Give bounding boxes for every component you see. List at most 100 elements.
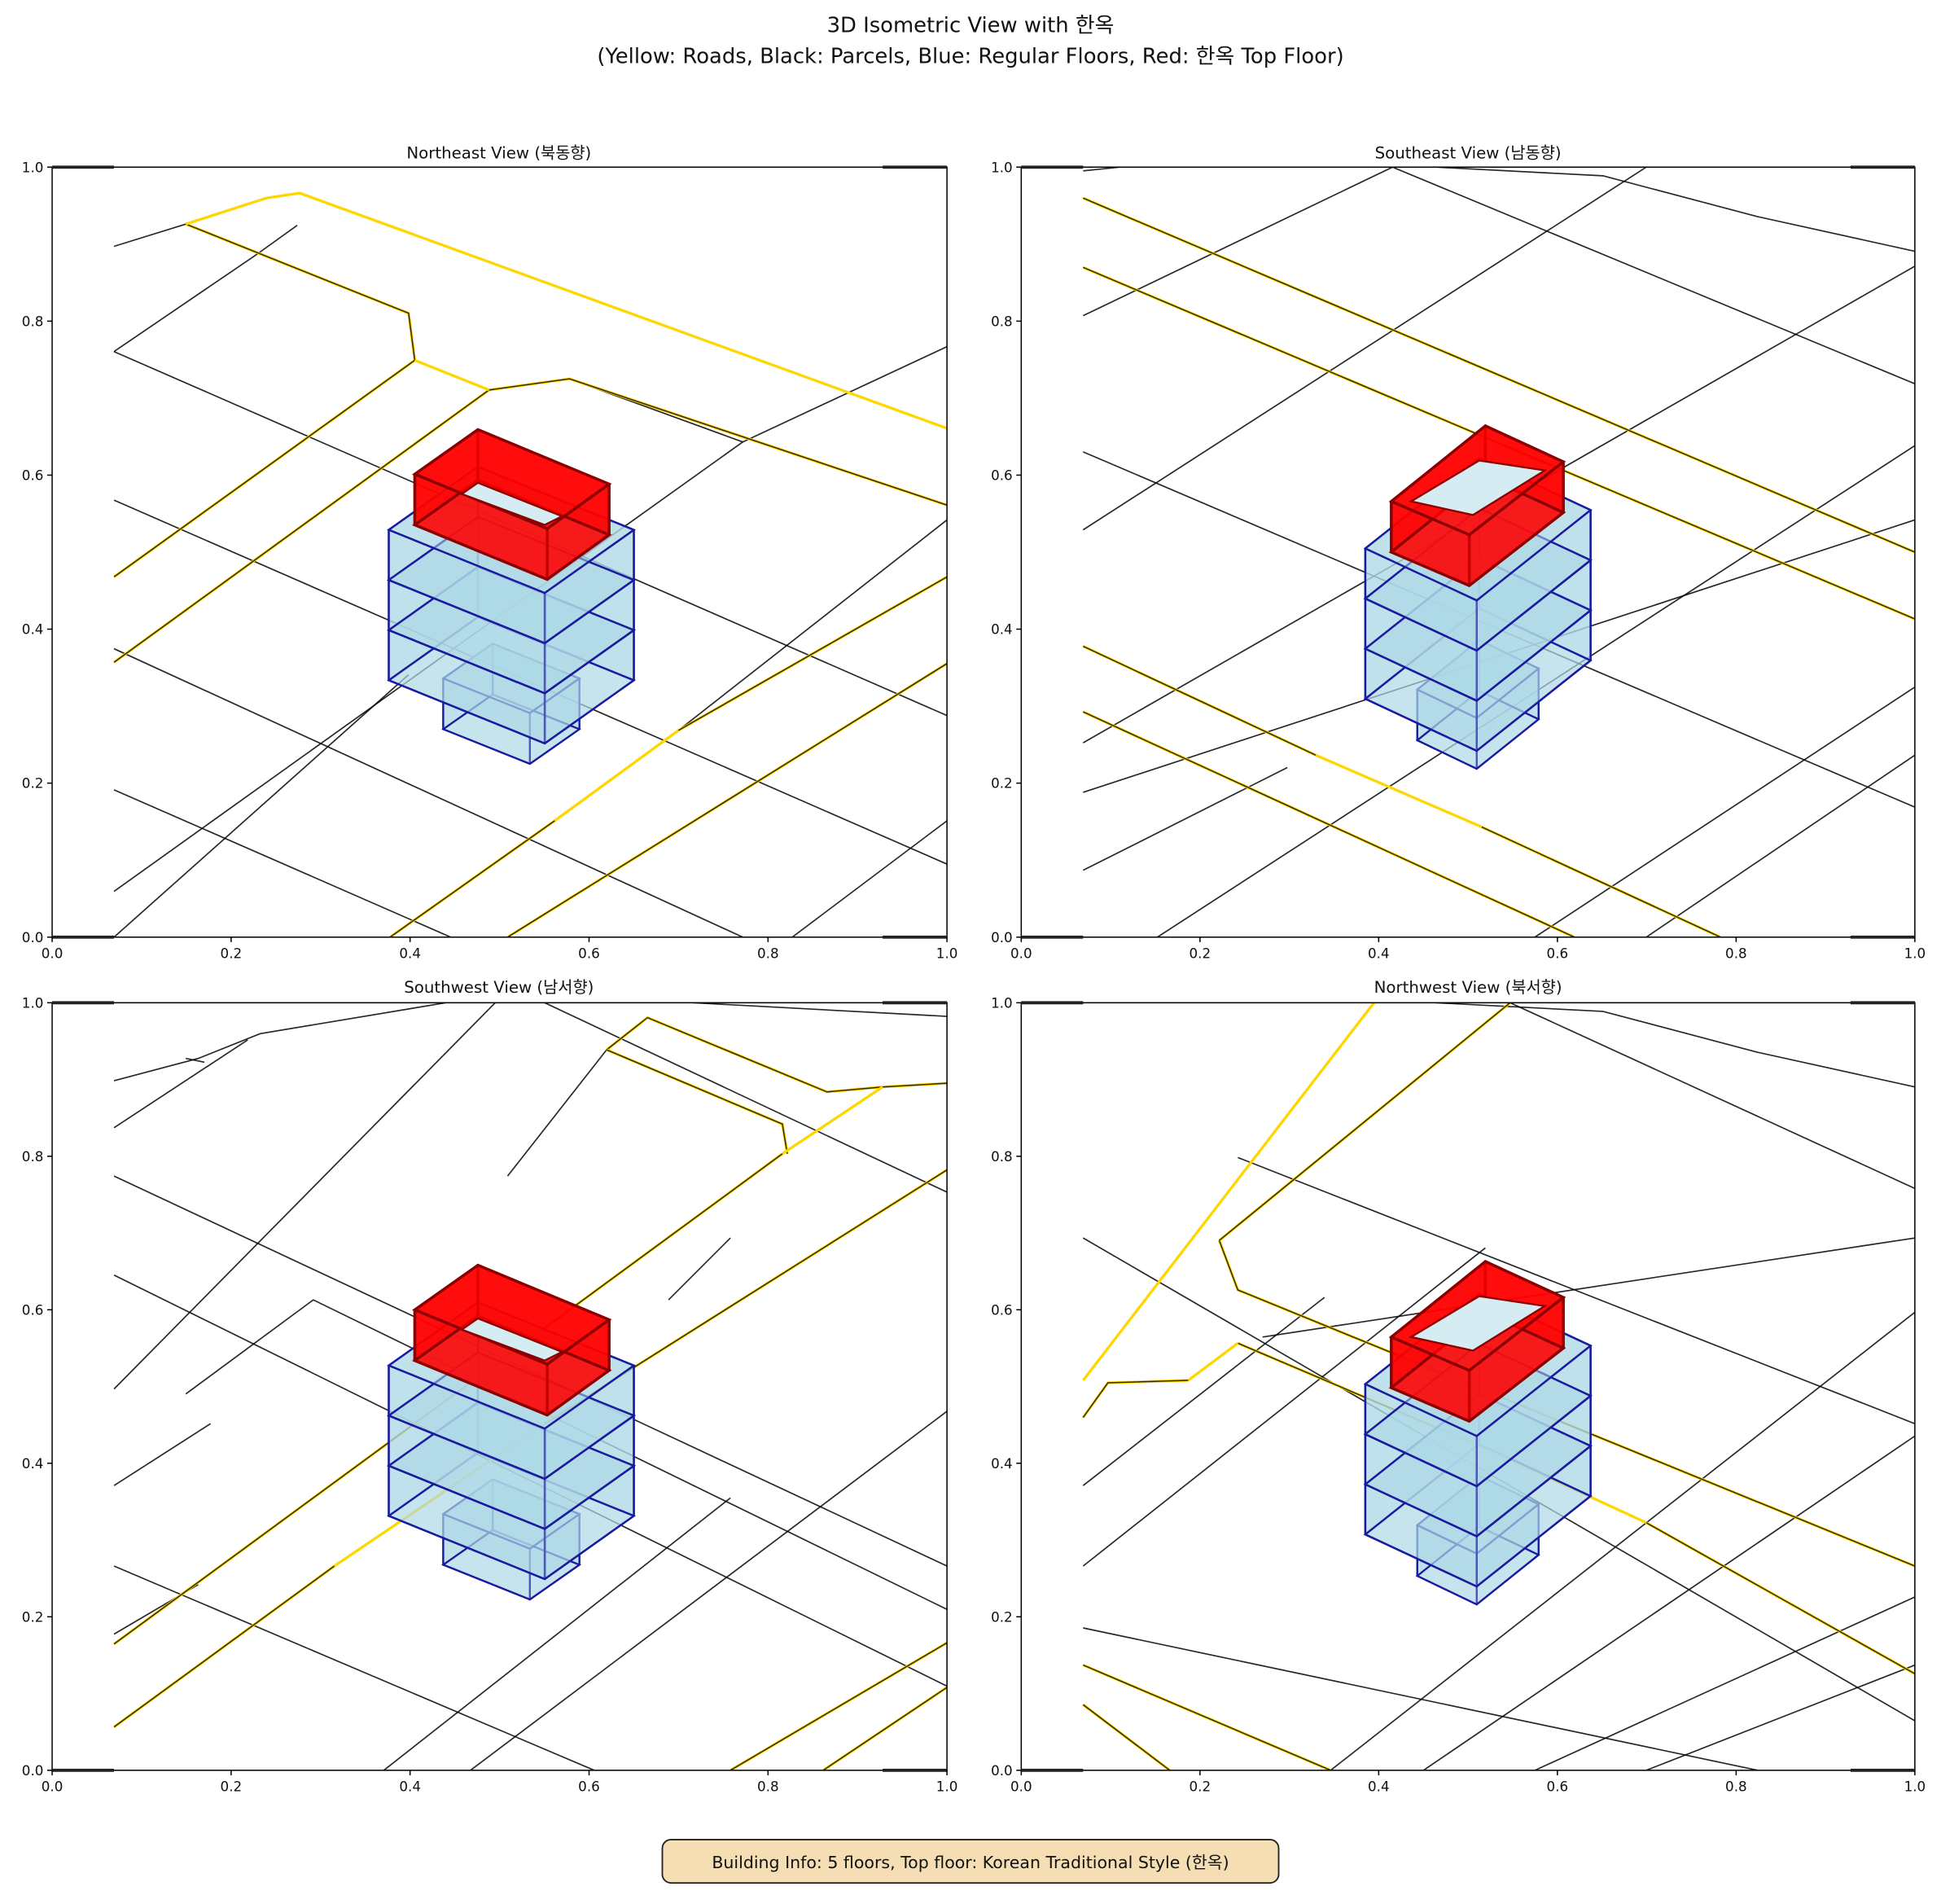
hanok-courtyard bbox=[459, 1317, 565, 1362]
parcel-boundary bbox=[1645, 754, 1915, 937]
parcel-boundary bbox=[256, 224, 298, 255]
y-tick-label: 1.0 bbox=[991, 994, 1013, 1011]
parcel-boundary bbox=[1082, 1247, 1486, 1567]
panel-title-northeast: Northeast View (북동향) bbox=[406, 144, 591, 163]
axes-frame bbox=[1020, 1002, 1916, 1771]
y-tick-label: 0.6 bbox=[991, 467, 1013, 484]
parcel-boundary bbox=[186, 1057, 205, 1064]
y-tick-label: 0.8 bbox=[991, 1148, 1013, 1165]
parcel-boundary bbox=[668, 1237, 731, 1301]
road-edge bbox=[782, 1086, 883, 1156]
parcel-boundary bbox=[113, 252, 258, 353]
x-tick-label: 0.4 bbox=[1368, 1779, 1390, 1795]
y-tick-label: 1.0 bbox=[22, 159, 44, 175]
x-tick-label: 1.0 bbox=[1904, 1779, 1926, 1795]
building bbox=[387, 1263, 637, 1601]
road-edge bbox=[606, 1016, 883, 1094]
hanok-courtyard bbox=[459, 481, 565, 526]
hanok-top-floor-top bbox=[411, 1263, 612, 1367]
parcel-boundary bbox=[1083, 1627, 1758, 1770]
y-tick-label: 0.6 bbox=[991, 1301, 1013, 1318]
x-tick-label: 0.2 bbox=[1190, 945, 1211, 962]
parcel-boundary bbox=[1262, 1237, 1915, 1338]
road-edge bbox=[1082, 1002, 1375, 1381]
hanok-top-floor bbox=[1388, 423, 1566, 587]
parcel-boundary bbox=[1082, 766, 1288, 871]
x-tick-label: 0.8 bbox=[1725, 945, 1747, 962]
x-tick-label: 0.0 bbox=[42, 1779, 64, 1795]
y-tick-label: 0.2 bbox=[991, 1608, 1013, 1625]
figure-title-line2: (Yellow: Roads, Black: Parcels, Blue: Re… bbox=[597, 45, 1343, 69]
road-edge bbox=[414, 358, 490, 392]
road-parcel-overlap bbox=[1083, 645, 1317, 756]
building bbox=[1363, 1260, 1593, 1606]
info-box-background bbox=[661, 1839, 1280, 1884]
road-parcel-overlap bbox=[1082, 1704, 1171, 1770]
panel-southeast: Southeast View (남동향) 0.0 0.2 0.4 0.6 0.8 1.0 0… bbox=[991, 144, 1926, 962]
parcel-boundary bbox=[1082, 1296, 1325, 1486]
x-tick-label: 1.0 bbox=[1904, 945, 1926, 962]
y-tick-label: 0.8 bbox=[22, 313, 44, 329]
road-parcel-overlap bbox=[1083, 1664, 1331, 1770]
road-parcel-overlap bbox=[507, 663, 948, 937]
hanok-top-floor bbox=[1388, 1260, 1566, 1424]
parcel-boundary bbox=[113, 1565, 595, 1770]
road-edge bbox=[554, 729, 680, 823]
road-parcel-overlap bbox=[883, 1082, 948, 1088]
hanok-courtyard bbox=[1409, 459, 1548, 516]
parcel-boundary bbox=[1534, 686, 1915, 937]
y-tick-label: 0.4 bbox=[991, 621, 1013, 638]
panel-southwest: Southwest View (남서향) 0.0 0.2 0.4 0.6 0.8 1.0 0… bbox=[22, 978, 958, 1795]
parcel-boundary bbox=[677, 519, 948, 731]
parcel-boundary bbox=[1238, 1156, 1915, 1424]
panel-title-northwest: Northwest View (북서향) bbox=[1374, 978, 1562, 997]
y-tick-label: 0.0 bbox=[991, 929, 1013, 945]
parcel-boundary bbox=[544, 1002, 948, 1193]
road-parcel-overlap bbox=[606, 1016, 883, 1093]
x-tick-label: 0.0 bbox=[1010, 945, 1032, 962]
building bbox=[1363, 423, 1593, 770]
road-parcel-overlap bbox=[1083, 197, 1915, 553]
hanok-top-floor bbox=[411, 428, 612, 581]
road-edge bbox=[113, 222, 417, 578]
x-tick-label: 0.0 bbox=[1010, 1779, 1032, 1795]
road-edge bbox=[185, 191, 948, 430]
panel-title-southwest: Southwest View (남서향) bbox=[404, 978, 594, 997]
building bbox=[387, 428, 637, 766]
x-tick-label: 0.8 bbox=[757, 945, 779, 962]
road-parcel-overlap bbox=[1083, 711, 1575, 937]
x-tick-label: 0.2 bbox=[221, 945, 243, 962]
x-tick-label: 0.8 bbox=[757, 1779, 779, 1795]
axes-frame bbox=[51, 1002, 948, 1771]
axes-frame bbox=[1020, 166, 1916, 938]
road-parcel-overlap bbox=[1645, 1522, 1915, 1674]
x-tick-label: 0.6 bbox=[578, 1779, 600, 1795]
panel-northwest: Northwest View (북서향) 0.0 0.2 0.4 0.6 0.8 1.0 0… bbox=[991, 978, 1926, 1795]
road-parcel-overlap bbox=[606, 1049, 788, 1154]
parcel-boundary bbox=[506, 1049, 607, 1177]
x-tick-label: 0.6 bbox=[578, 945, 600, 962]
parcel-boundary bbox=[113, 1002, 496, 1390]
figure-title-line1: 3D Isometric View with 한옥 bbox=[827, 14, 1115, 38]
x-tick-label: 0.2 bbox=[1190, 1779, 1211, 1795]
y-tick-label: 0.8 bbox=[991, 313, 1013, 329]
y-tick-label: 0.4 bbox=[22, 1455, 44, 1472]
hanok-top-floor bbox=[411, 1263, 612, 1417]
parcel-boundary bbox=[1509, 1002, 1915, 1190]
x-tick-label: 0.6 bbox=[1547, 945, 1569, 962]
parcel-boundary bbox=[1330, 1311, 1915, 1770]
parcel-boundary bbox=[1435, 167, 1915, 252]
road-parcel-overlap bbox=[489, 378, 948, 506]
x-tick-label: 0.4 bbox=[1368, 945, 1390, 962]
parcel-boundary bbox=[113, 647, 743, 937]
y-tick-label: 0.2 bbox=[22, 775, 44, 792]
x-tick-label: 0.2 bbox=[221, 1779, 243, 1795]
hanok-top-floor-top bbox=[411, 428, 612, 531]
x-tick-label: 0.6 bbox=[1547, 1779, 1569, 1795]
road-edge bbox=[1081, 1379, 1189, 1419]
parcel-boundary bbox=[113, 789, 451, 937]
plot-area bbox=[1081, 1002, 1915, 1770]
road-parcel-overlap bbox=[822, 1687, 948, 1770]
parcel-boundary bbox=[1082, 167, 1393, 317]
